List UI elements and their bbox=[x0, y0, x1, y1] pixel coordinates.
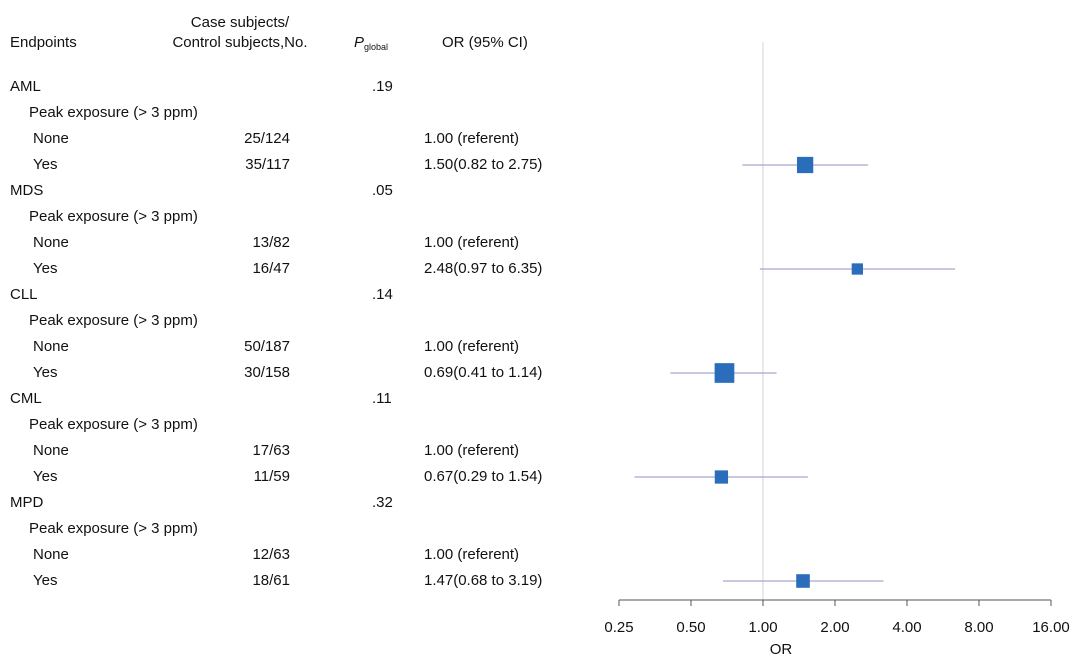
header-endpoints: Endpoints bbox=[10, 34, 77, 51]
header-cases-line1: Case subjects/ bbox=[190, 14, 290, 31]
p-global-value: .05 bbox=[372, 182, 393, 199]
or-marker bbox=[796, 156, 814, 174]
p-global-value: .11 bbox=[372, 390, 392, 407]
endpoint-label: MPD bbox=[10, 494, 44, 511]
p-global-value: .14 bbox=[372, 286, 393, 303]
header-p-sub: global bbox=[364, 42, 389, 52]
level-label: Yes bbox=[33, 572, 58, 589]
case-control-counts: 18/61 bbox=[252, 572, 290, 589]
or-ci-text: 1.00 (referent) bbox=[424, 442, 520, 459]
case-control-counts: 35/117 bbox=[245, 156, 290, 173]
case-control-counts: 50/187 bbox=[244, 338, 290, 355]
or-marker bbox=[714, 363, 735, 383]
or-ci-text: 1.00 (referent) bbox=[424, 338, 520, 355]
x-axis-label: OR bbox=[770, 641, 793, 658]
x-tick-label: 1.00 bbox=[748, 619, 777, 636]
header-p-main: P bbox=[354, 34, 365, 51]
level-label: None bbox=[33, 234, 69, 251]
case-control-counts: 30/158 bbox=[244, 364, 290, 381]
or-ci-text: 0.67(0.29 to 1.54) bbox=[424, 468, 543, 485]
level-label: None bbox=[33, 130, 69, 147]
x-tick-label: 8.00 bbox=[964, 619, 993, 636]
x-tick-label: 4.00 bbox=[892, 619, 921, 636]
case-control-counts: 13/82 bbox=[252, 234, 290, 251]
x-tick-label: 0.25 bbox=[604, 619, 633, 636]
level-label: Yes bbox=[33, 468, 58, 485]
level-label: Yes bbox=[33, 260, 58, 277]
level-label: None bbox=[33, 442, 69, 459]
header-p-global: Pglobal bbox=[354, 34, 388, 56]
level-label: Yes bbox=[33, 156, 58, 173]
or-ci-text: 1.47(0.68 to 3.19) bbox=[424, 572, 543, 589]
level-label: None bbox=[33, 546, 69, 563]
or-marker bbox=[796, 574, 810, 588]
or-marker bbox=[714, 470, 729, 484]
or-ci-text: 1.00 (referent) bbox=[424, 130, 520, 147]
x-tick-label: 2.00 bbox=[820, 619, 849, 636]
endpoint-label: MDS bbox=[10, 182, 44, 199]
level-label: Yes bbox=[33, 364, 58, 381]
p-global-value: .19 bbox=[372, 78, 393, 95]
case-control-counts: 17/63 bbox=[252, 442, 290, 459]
subgroup-label: Peak exposure (> 3 ppm) bbox=[29, 520, 198, 537]
endpoint-label: CLL bbox=[10, 286, 38, 303]
endpoint-label: CML bbox=[10, 390, 42, 407]
x-tick-label: 16.00 bbox=[1032, 619, 1070, 636]
x-tick-label: 0.50 bbox=[676, 619, 705, 636]
case-control-counts: 25/124 bbox=[244, 130, 290, 147]
or-ci-text: 1.50(0.82 to 2.75) bbox=[424, 156, 543, 173]
case-control-counts: 12/63 bbox=[252, 546, 290, 563]
endpoint-label: AML bbox=[10, 78, 41, 95]
subgroup-label: Peak exposure (> 3 ppm) bbox=[29, 208, 198, 225]
level-label: None bbox=[33, 338, 69, 355]
or-marker bbox=[851, 263, 863, 275]
subgroup-label: Peak exposure (> 3 ppm) bbox=[29, 104, 198, 121]
subgroup-label: Peak exposure (> 3 ppm) bbox=[29, 416, 198, 433]
or-ci-text: 1.00 (referent) bbox=[424, 234, 520, 251]
subgroup-label: Peak exposure (> 3 ppm) bbox=[29, 312, 198, 329]
or-ci-text: 0.69(0.41 to 1.14) bbox=[424, 364, 543, 381]
or-ci-text: 1.00 (referent) bbox=[424, 546, 520, 563]
or-ci-text: 2.48(0.97 to 6.35) bbox=[424, 260, 543, 277]
case-control-counts: 11/59 bbox=[253, 468, 290, 485]
case-control-counts: 16/47 bbox=[252, 260, 290, 277]
header-or-ci: OR (95% CI) bbox=[442, 34, 528, 51]
header-cases-line2: Control subjects,No. bbox=[172, 34, 308, 51]
p-global-value: .32 bbox=[372, 494, 393, 511]
